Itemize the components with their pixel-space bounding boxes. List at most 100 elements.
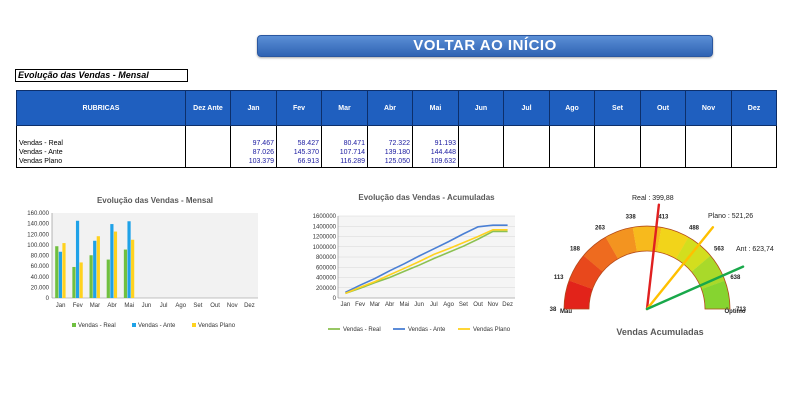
y-tick-label: 800000: [316, 255, 337, 261]
column-header: Ago: [549, 90, 595, 126]
gauge-tick-label: 563: [714, 247, 725, 253]
series-line: [345, 230, 508, 295]
gauge-band: [583, 237, 619, 272]
y-tick-label: 0: [333, 296, 337, 302]
gauge-band: [564, 280, 593, 309]
y-tick-label: 200000: [316, 286, 337, 292]
legend-swatch: [192, 323, 196, 327]
gauge-band: [657, 227, 689, 259]
x-tick-label: Nov: [227, 303, 238, 309]
cell-value: 116.289: [340, 158, 365, 165]
chart-title: Evolução das Vendas - Mensal: [97, 196, 213, 205]
table-body-row: Vendas - Real Vendas - Ante Vendas Plano…: [16, 125, 777, 168]
row-label: Vendas - Ante: [19, 149, 63, 156]
x-tick-label: Out: [473, 302, 483, 308]
table-cell: [549, 125, 595, 168]
cell-value: 58.427: [297, 140, 319, 147]
column-header: Nov: [685, 90, 732, 126]
y-tick-label: 140.000: [27, 222, 49, 228]
table-cell: 58.427 145.370 66.913: [276, 125, 322, 168]
bar: [58, 251, 62, 298]
y-tick-label: 100.000: [27, 243, 49, 249]
gauge-pointer-label: Real : 399,88: [632, 195, 674, 202]
y-tick-label: 60.000: [31, 264, 50, 270]
y-tick-label: 1400000: [313, 224, 337, 230]
bar: [131, 239, 135, 298]
bar: [106, 259, 110, 298]
x-tick-label: Jun: [414, 302, 424, 308]
bar: [72, 266, 76, 298]
column-header: Mai: [412, 90, 459, 126]
cell-value: 107.714: [339, 149, 365, 156]
y-tick-label: 40.000: [31, 275, 50, 281]
x-tick-label: Abr: [107, 303, 116, 309]
plot-area: [52, 213, 258, 298]
table-cell: [594, 125, 641, 168]
gauge-tick-label: 488: [689, 226, 700, 232]
gauge-tick-label: 338: [626, 214, 637, 220]
x-tick-label: Jun: [142, 303, 152, 309]
cell-value: 145.370: [293, 149, 319, 156]
gauge-tick-label: 113: [554, 275, 564, 281]
column-header: Fev: [276, 90, 322, 126]
bar: [89, 255, 93, 298]
y-tick-label: 1000000: [313, 245, 337, 251]
bar: [127, 221, 131, 298]
table-cell: [458, 125, 504, 168]
x-tick-label: Jul: [160, 303, 168, 309]
gauge-pointer: [645, 203, 661, 311]
bar: [79, 262, 83, 298]
gauge-band: [701, 280, 730, 310]
gauge-pointer-label: Plano : 521,26: [708, 213, 753, 220]
cell-value: 80.471: [343, 140, 365, 147]
cell-value: 139.180: [384, 149, 410, 156]
gauge-end-label: Mau: [560, 309, 572, 315]
gauge-tick-label: 638: [730, 275, 741, 281]
accumulated-sales-gauge: 38 113 188 263 338 413 488 563 638 713 Mau Óptimo Re…: [550, 195, 774, 337]
x-tick-label: Mai: [124, 303, 134, 309]
series-line: [345, 224, 508, 294]
x-tick-label: Jan: [341, 302, 351, 308]
y-tick-label: 600000: [316, 265, 337, 271]
column-header: Set: [594, 90, 641, 126]
column-header: RUBRICAS: [16, 90, 186, 126]
x-tick-label: Fev: [73, 303, 83, 309]
column-header: Jul: [503, 90, 550, 126]
cell-value: 144.448: [430, 149, 456, 156]
gauge-outline: [563, 225, 731, 310]
gauge-pointer: [645, 226, 715, 311]
table-cell: [185, 125, 231, 168]
x-tick-label: Ago: [175, 303, 186, 309]
x-tick-label: Ago: [443, 302, 454, 308]
y-tick-label: 160.000: [27, 211, 49, 217]
x-tick-label: Nov: [488, 302, 499, 308]
column-header: Dez Ante: [185, 90, 231, 126]
legend-label: Vendas - Real: [78, 323, 116, 329]
gauge-tick-label: 413: [658, 214, 669, 220]
x-tick-label: Dez: [502, 302, 513, 308]
sales-table: RUBRICAS Dez Ante Jan Fev Mar Abr Mai Jun Jul Ago…: [16, 90, 777, 168]
y-tick-label: 80.000: [31, 254, 50, 260]
x-tick-label: Abr: [385, 302, 394, 308]
gauge-tick-label: 188: [570, 247, 581, 253]
x-tick-label: Set: [459, 302, 468, 308]
cell-value: 66.913: [297, 158, 319, 165]
column-header: Abr: [367, 90, 413, 126]
gauge-band: [632, 226, 662, 252]
legend-label: Vendas Plano: [198, 323, 236, 329]
y-tick-label: 1600000: [313, 214, 337, 220]
table-cell: 80.471 107.714 116.289: [321, 125, 368, 168]
cell-value: 103.379: [248, 158, 274, 165]
monthly-sales-bar-chart: Evolução das Vendas - Mensal 0 20.000 40.00…: [27, 196, 258, 329]
bar: [113, 231, 118, 298]
gauge-tick-label: 38: [550, 307, 557, 313]
table-cell: 91.193 144.448 109.632: [412, 125, 459, 168]
cell-value: 97.467: [252, 140, 274, 147]
table-cell: 72.322 139.180 125.050: [367, 125, 413, 168]
home-button[interactable]: VOLTAR AO INÍCIO: [257, 35, 713, 57]
y-tick-label: 1200000: [313, 235, 337, 241]
legend-label: Vendas - Real: [343, 327, 381, 333]
legend-label: Vendas Plano: [473, 327, 511, 333]
chart-title: Evolução das Vendas - Acumuladas: [358, 193, 495, 202]
x-tick-label: Mar: [370, 302, 380, 308]
